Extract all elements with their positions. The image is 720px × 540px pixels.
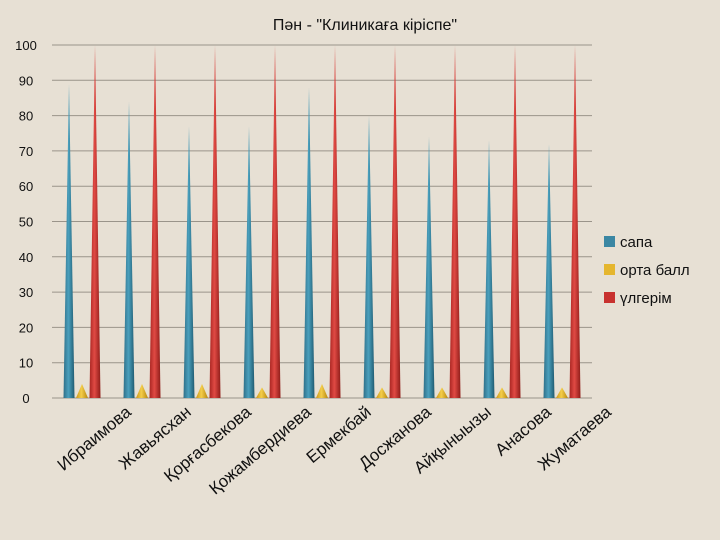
bar-үлгерім-5 bbox=[389, 45, 401, 398]
legend-swatch-2 bbox=[604, 292, 615, 303]
bar-орта-балл-5 bbox=[376, 387, 388, 398]
bar-орта-балл-3 bbox=[256, 387, 268, 398]
bar-үлгерім-8 bbox=[569, 45, 581, 398]
y-tick-label: 50 bbox=[19, 215, 33, 230]
bar-орта-балл-4 bbox=[316, 383, 328, 398]
bar-сапа-3 bbox=[243, 126, 255, 398]
bar-сапа-2 bbox=[183, 126, 195, 398]
legend: сапа орта балл үлгерім bbox=[604, 234, 690, 307]
bar-үлгерім-0 bbox=[89, 45, 101, 398]
bar-үлгерім-4 bbox=[329, 45, 341, 398]
bar-сапа-8 bbox=[543, 143, 555, 398]
bars bbox=[63, 45, 581, 399]
y-tick-label: 10 bbox=[19, 356, 33, 371]
y-tick-label: 20 bbox=[19, 320, 33, 335]
y-axis: 0 10 20 30 40 50 60 70 80 90 100 bbox=[15, 38, 37, 406]
bar-орта-балл-1 bbox=[136, 383, 148, 398]
bar-орта-балл-0 bbox=[76, 383, 88, 398]
category-label: Қожамбердиева bbox=[205, 402, 315, 498]
legend-label-0: сапа bbox=[620, 234, 653, 251]
bar-орта-балл-6 bbox=[436, 387, 448, 398]
y-tick-label: 100 bbox=[15, 38, 37, 53]
y-tick-label: 40 bbox=[19, 250, 33, 265]
y-tick-label: 70 bbox=[19, 144, 33, 159]
legend-swatch-0 bbox=[604, 236, 615, 247]
bar-орта-балл-8 bbox=[556, 387, 568, 398]
bar-сапа-0 bbox=[63, 83, 75, 398]
bar-орта-балл-7 bbox=[496, 387, 508, 398]
y-tick-label: 80 bbox=[19, 109, 33, 124]
y-tick-label: 90 bbox=[19, 73, 33, 88]
x-axis-labels: ИбраимоваЖавьясханҚорғасбековаҚожамберди… bbox=[54, 402, 615, 498]
chart-title: Пән - "Клиникаға кіріспе" bbox=[273, 17, 457, 34]
y-tick-label: 30 bbox=[19, 285, 33, 300]
bar-сапа-4 bbox=[303, 87, 315, 399]
legend-swatch-1 bbox=[604, 264, 615, 275]
y-tick-label: 60 bbox=[19, 179, 33, 194]
bar-сапа-1 bbox=[123, 101, 135, 398]
bar-орта-балл-2 bbox=[196, 383, 208, 398]
bar-сапа-7 bbox=[483, 140, 495, 398]
legend-label-2: үлгерім bbox=[620, 290, 672, 307]
y-tick-label: 0 bbox=[22, 391, 29, 406]
gridlines bbox=[52, 44, 592, 399]
bar-сапа-5 bbox=[363, 115, 375, 398]
bar-үлгерім-6 bbox=[449, 45, 461, 398]
bar-сапа-6 bbox=[423, 136, 435, 398]
legend-label-1: орта балл bbox=[620, 262, 690, 279]
bar-үлгерім-2 bbox=[209, 45, 221, 398]
bar-үлгерім-1 bbox=[149, 45, 161, 398]
bar-үлгерім-3 bbox=[269, 45, 281, 398]
bar-үлгерім-7 bbox=[509, 45, 521, 398]
